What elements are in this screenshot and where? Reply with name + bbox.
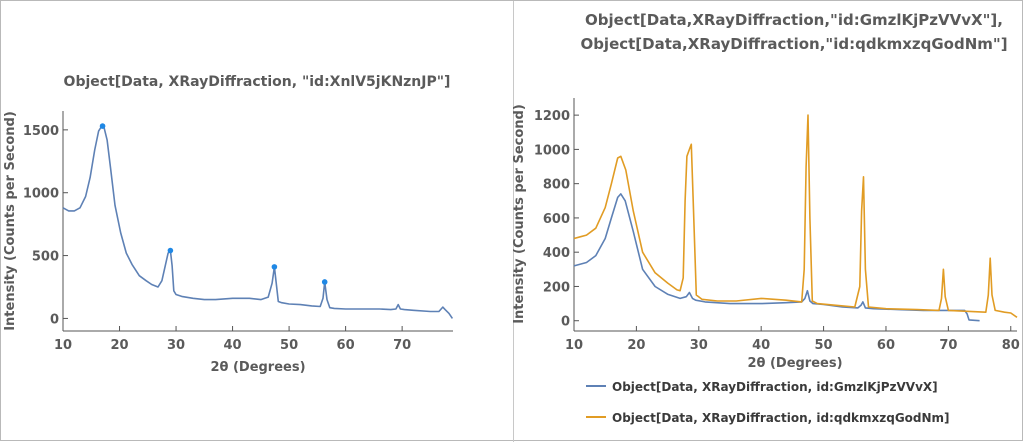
peak-marker [271,264,278,270]
y-tick-label: 1200 [534,109,570,124]
y-tick-label: 800 [543,178,570,193]
chart-right-x-label: 2θ (Degrees) [747,356,842,371]
y-tick-label: 1000 [23,187,59,202]
x-tick-label: 70 [393,338,411,353]
x-tick-label: 10 [54,338,72,353]
y-tick-label: 600 [543,212,570,227]
y-tick-label: 1500 [23,124,59,139]
series-line-1 [573,193,980,322]
x-tick-label: 60 [877,338,895,353]
series-line-2 [573,114,1018,318]
chart-left-x-label: 2θ (Degrees) [210,360,305,375]
legend-label-series-1: Object[Data, XRayDiffraction, id:GmzlKjP… [612,380,938,394]
x-tick-label: 80 [1002,338,1020,353]
x-tick-label: 40 [752,338,770,353]
legend-item-series-2[interactable]: Object[Data, XRayDiffraction, id:qdkmxzq… [586,411,950,425]
peak-marker [167,247,174,254]
chart-left-title: Object[Data, XRayDiffraction, "id:XnlV5j… [64,74,451,90]
panel-divider [513,1,514,442]
series-line-1 [62,125,454,319]
x-tick-label: 70 [939,338,957,353]
chart-right-title-line-1: Object[Data,XRayDiffraction,"id:GmzlKjPz… [585,11,1003,29]
chart-left: Object[Data, XRayDiffraction, "id:XnlV5j… [3,74,454,375]
legend-label-series-2: Object[Data, XRayDiffraction, id:qdkmxzq… [612,411,950,425]
x-tick-label: 10 [565,338,583,353]
chart-right-title-line-2: Object[Data,XRayDiffraction,"id:qdkmxzqG… [580,35,1007,53]
x-tick-label: 60 [337,338,355,353]
chart-left-y-label: Intensity (Counts per Second) [3,111,18,331]
x-tick-label: 20 [627,338,645,353]
x-tick-label: 30 [167,338,185,353]
chart-right-y-label: Intensity (Counts per Second) [512,104,527,324]
y-tick-label: 1000 [534,143,570,158]
x-tick-label: 40 [224,338,242,353]
y-tick-label: 0 [561,315,570,330]
x-tick-label: 20 [110,338,128,353]
legend-item-series-1[interactable]: Object[Data, XRayDiffraction, id:GmzlKjP… [586,380,938,394]
x-tick-label: 30 [690,338,708,353]
x-tick-label: 50 [815,338,833,353]
y-tick-label: 200 [543,280,570,295]
y-tick-label: 0 [50,312,59,327]
chart-right-legend: Object[Data, XRayDiffraction, id:GmzlKjP… [586,380,950,425]
peak-marker [321,279,328,285]
x-tick-label: 50 [280,338,298,353]
y-tick-label: 500 [32,250,59,265]
y-tick-label: 400 [543,246,570,261]
peak-marker [99,123,106,129]
